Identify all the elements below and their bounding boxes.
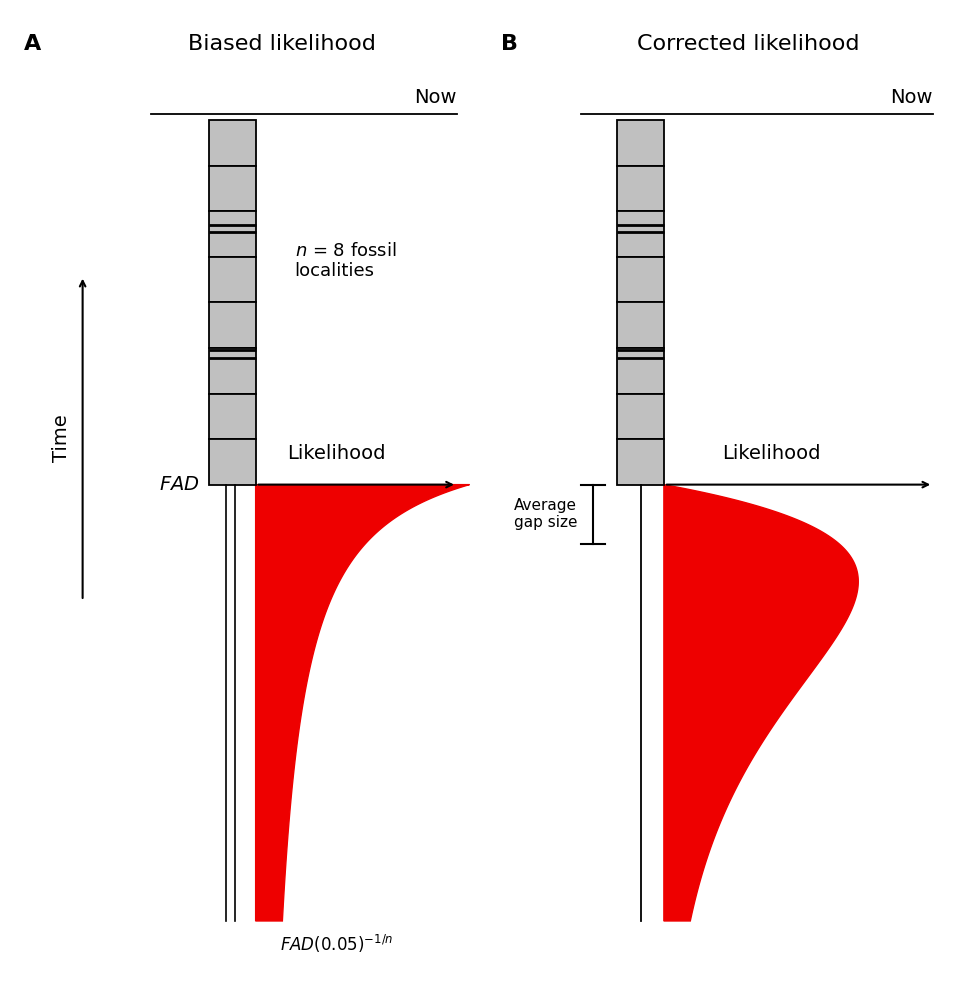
- Bar: [209, 165, 256, 212]
- Polygon shape: [664, 485, 858, 921]
- Text: $FAD(0.05)^{-1/n}$: $FAD(0.05)^{-1/n}$: [280, 933, 394, 954]
- Text: A: A: [24, 34, 42, 54]
- Bar: [617, 393, 664, 439]
- Bar: [617, 302, 664, 348]
- Bar: [617, 212, 664, 257]
- Bar: [209, 257, 256, 302]
- Text: Biased likelihood: Biased likelihood: [188, 34, 376, 54]
- Text: B: B: [501, 34, 517, 54]
- Text: $n$ = 8 fossil
localities: $n$ = 8 fossil localities: [295, 241, 397, 281]
- Bar: [209, 348, 256, 393]
- Bar: [617, 348, 664, 393]
- Polygon shape: [256, 485, 469, 921]
- Text: Now: Now: [890, 89, 933, 107]
- Bar: [617, 165, 664, 212]
- Text: Now: Now: [414, 89, 457, 107]
- Bar: [617, 120, 664, 165]
- Bar: [209, 302, 256, 348]
- Text: Likelihood: Likelihood: [722, 444, 820, 463]
- Text: Average
gap size: Average gap size: [514, 498, 577, 530]
- Text: Time: Time: [52, 415, 71, 462]
- Text: $FAD$: $FAD$: [158, 475, 199, 494]
- Bar: [209, 439, 256, 485]
- Bar: [617, 439, 664, 485]
- Text: Corrected likelihood: Corrected likelihood: [638, 34, 859, 54]
- Bar: [617, 257, 664, 302]
- Text: Likelihood: Likelihood: [287, 444, 385, 463]
- Bar: [209, 393, 256, 439]
- Bar: [209, 120, 256, 165]
- Bar: [209, 212, 256, 257]
